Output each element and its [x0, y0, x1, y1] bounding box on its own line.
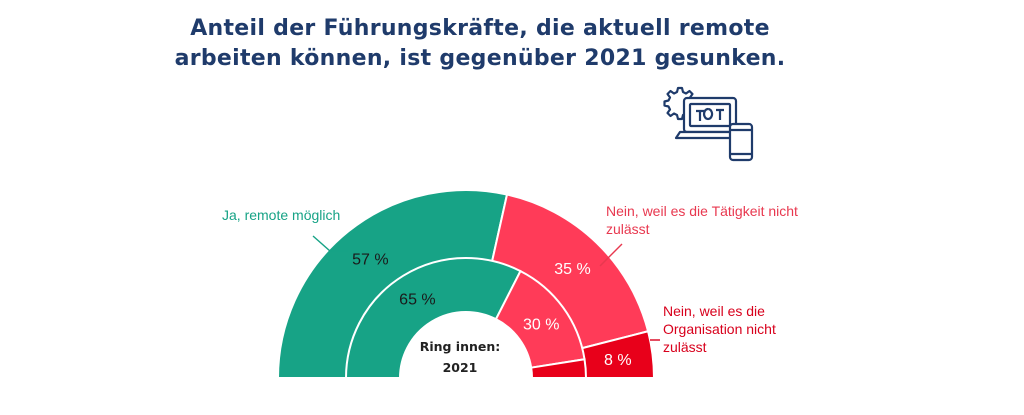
legend-label-taetigkeit: Nein, weil es die Tätigkeit nicht zuläss… — [606, 203, 798, 237]
center-label-line-1: Ring innen: — [419, 339, 501, 354]
chart-title: Anteil der Führungskräfte, die aktuell r… — [120, 14, 840, 74]
outer-ring-value-label-2: 8 % — [604, 352, 632, 369]
leader-line-taetigkeit — [599, 243, 623, 267]
center-label-line-2: 2021 — [442, 360, 478, 375]
leader-line-ja — [312, 235, 348, 252]
donut-center-hole — [402, 314, 530, 378]
legend-label-organisation: Nein, weil es die Organisation nicht zul… — [663, 303, 776, 355]
chart-title-line-2: arbeiten können, ist gegenüber 2021 gesu… — [174, 46, 786, 71]
inner-ring-value-label-1: 30 % — [523, 316, 559, 333]
inner-ring-value-label-0: 65 % — [399, 292, 435, 309]
inner-ring-slice-0 — [344, 257, 522, 379]
legend-label-ja-remote: Ja, remote möglich — [222, 207, 341, 223]
inner-ring-slice-2 — [530, 358, 588, 379]
outer-ring-value-label-0: 57 % — [352, 252, 388, 269]
outer-ring-value-label-1: 35 % — [554, 261, 590, 278]
chart-title-line-1: Anteil der Führungskräfte, die aktuell r… — [190, 16, 770, 41]
remote-work-devices-icon — [660, 84, 760, 169]
